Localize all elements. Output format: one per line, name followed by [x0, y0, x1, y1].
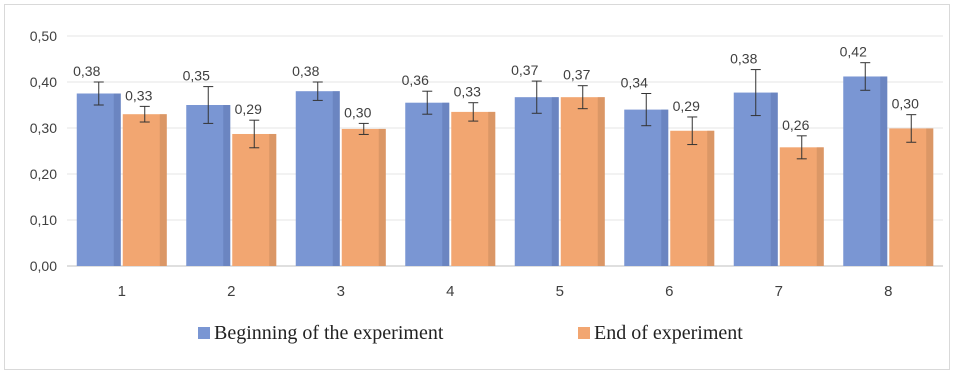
bar-shade — [269, 133, 277, 266]
data-label: 0,29 — [673, 98, 700, 114]
data-label: 0,33 — [454, 84, 481, 100]
y-tick-label: 0,40 — [30, 74, 57, 90]
bar-shade — [113, 93, 121, 266]
bar — [232, 133, 277, 266]
bar-shade — [926, 128, 934, 266]
bar — [843, 76, 888, 266]
bar-shade — [816, 147, 824, 266]
bar — [451, 111, 496, 267]
bar — [624, 109, 669, 266]
y-tick-label: 0,20 — [30, 166, 57, 182]
bar — [186, 105, 231, 266]
bar-shade — [661, 109, 669, 266]
bar-shade — [488, 111, 496, 267]
bar — [76, 93, 121, 266]
data-label: 0,36 — [402, 72, 429, 88]
data-label: 0,33 — [125, 87, 152, 103]
legend-label: End of experiment — [594, 322, 743, 344]
y-tick-label: 0,50 — [30, 28, 57, 44]
legend-label: Beginning of the experiment — [214, 322, 444, 344]
bar-shade — [332, 91, 340, 266]
x-tick-label: 4 — [446, 283, 454, 300]
data-label: 0,38 — [292, 63, 319, 79]
bar-shade — [442, 102, 450, 266]
data-label: 0,26 — [782, 117, 809, 133]
y-tick-label: 0,10 — [30, 212, 57, 228]
x-tick-label: 7 — [775, 283, 783, 300]
data-label: 0,30 — [892, 96, 919, 112]
data-label: 0,30 — [344, 104, 371, 120]
y-tick-label: 0,00 — [30, 258, 57, 274]
data-label: 0,34 — [621, 75, 648, 91]
bar — [733, 92, 778, 266]
x-tick-label: 5 — [556, 283, 564, 300]
data-label: 0,38 — [730, 51, 757, 67]
bar — [341, 128, 386, 266]
bar-shade — [159, 114, 167, 266]
x-tick-label: 8 — [884, 283, 892, 300]
data-label: 0,37 — [511, 62, 538, 78]
bar-shade — [223, 105, 231, 266]
bar — [889, 128, 934, 266]
legend-swatch — [198, 327, 210, 339]
bar — [779, 147, 824, 266]
bar — [122, 114, 167, 266]
x-tick-label: 2 — [227, 283, 235, 300]
bar — [405, 102, 450, 266]
data-label: 0,37 — [563, 67, 590, 83]
x-tick-label: 3 — [337, 283, 345, 300]
bar-shade — [707, 130, 715, 266]
bar-shade — [770, 92, 778, 266]
x-tick-label: 6 — [665, 283, 673, 300]
data-label: 0,35 — [183, 68, 210, 84]
bar — [560, 97, 605, 267]
bar — [670, 130, 715, 266]
data-label: 0,29 — [235, 101, 262, 117]
x-tick-label: 1 — [118, 283, 126, 300]
bar — [295, 91, 340, 266]
bar-shade — [880, 76, 888, 266]
data-label: 0,42 — [840, 44, 867, 60]
bar-shade — [597, 97, 605, 267]
legend-swatch — [578, 327, 590, 339]
bar — [514, 97, 559, 267]
bar-shade — [378, 128, 386, 266]
y-tick-label: 0,30 — [30, 120, 57, 136]
data-label: 0,38 — [73, 63, 100, 79]
bar-shade — [551, 97, 559, 267]
